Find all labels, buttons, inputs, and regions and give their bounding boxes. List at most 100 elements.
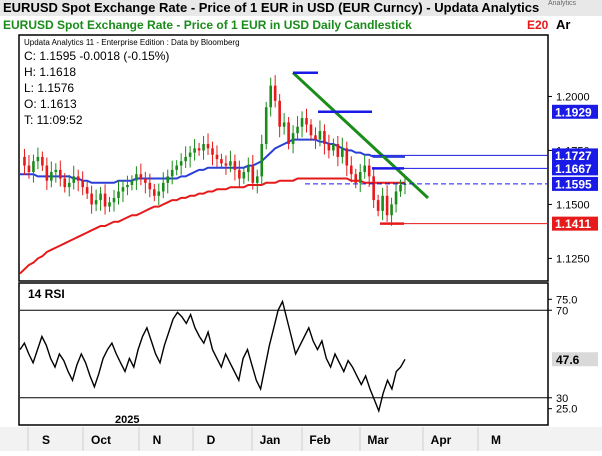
candle (135, 166, 138, 190)
candle (58, 160, 62, 187)
candle-body (233, 161, 237, 170)
axes: 1.20001.17501.15001.12501.19291.17271.16… (27, 91, 598, 451)
header-bar (0, 0, 602, 16)
candle-body (305, 118, 308, 125)
candle-body (278, 100, 281, 127)
candle (161, 172, 165, 199)
rsi-line (19, 299, 406, 414)
candle-body (161, 182, 165, 192)
candle (202, 135, 205, 160)
candle (354, 168, 358, 189)
candle (260, 134, 264, 185)
candle (345, 141, 349, 177)
low-readout: L: 1.1576 (24, 81, 74, 95)
candle-body (206, 143, 210, 149)
candle-body (229, 161, 232, 166)
candle (27, 154, 31, 179)
candle-body (341, 148, 344, 157)
candle-body (273, 85, 277, 101)
candle-body (385, 195, 389, 216)
price-tick-label: 1.2000 (556, 91, 590, 103)
candle-body (130, 180, 134, 185)
candle (72, 165, 76, 190)
candle (197, 142, 201, 156)
candle-body (390, 204, 393, 216)
rsi-current-label: 47.6 (556, 353, 580, 367)
candle-body (282, 122, 286, 127)
candle (112, 189, 116, 212)
x-tick-label: Feb (309, 433, 330, 447)
candle (99, 186, 102, 211)
candle (148, 173, 152, 198)
candle-body (67, 182, 71, 188)
close-readout: C: 1.1595 -0.0018 (-0.15%) (24, 49, 169, 63)
candle-body (323, 131, 326, 144)
candle (376, 194, 380, 217)
candle-body (354, 174, 358, 183)
candle (90, 185, 93, 214)
rsi-title: 14 RSI (28, 287, 65, 301)
candle (269, 77, 272, 117)
candle (242, 166, 246, 184)
candle-body (403, 183, 407, 185)
candle-body (63, 178, 67, 188)
candle-body (99, 193, 102, 201)
candle-body (242, 172, 246, 179)
candle (282, 113, 286, 135)
candle-body (309, 124, 313, 136)
candle (67, 174, 71, 197)
candle (336, 135, 340, 167)
moving-average-red (19, 177, 405, 275)
x-tick-label: Oct (91, 433, 111, 447)
candle (381, 187, 384, 221)
candle (144, 171, 147, 194)
candle-body (318, 131, 322, 140)
candle (215, 145, 219, 168)
data-source-text: Updata Analytics 11 - Enterprise Edition… (24, 38, 240, 47)
time-axis-bar (0, 427, 602, 451)
year-label: 2025 (115, 414, 139, 426)
window-title: EURUSD Spot Exchange Rate - Price of 1 E… (3, 0, 539, 15)
candle-body (166, 176, 170, 183)
candle (238, 160, 241, 187)
candle-body (314, 135, 317, 140)
candle (153, 183, 156, 202)
candle-body (363, 165, 367, 173)
candle-body (193, 148, 196, 153)
candle (341, 137, 344, 164)
candle-body (358, 172, 362, 183)
candle-body (211, 148, 214, 155)
high-readout: H: 1.1618 (24, 65, 76, 79)
candle-body (220, 159, 223, 164)
candle (81, 171, 84, 196)
candle-body (197, 148, 201, 151)
candle (130, 175, 134, 191)
candle-body (381, 195, 384, 211)
candle (229, 150, 232, 173)
candle-body (54, 169, 58, 173)
rsi-tick-label: 70 (556, 305, 568, 317)
candle-body (36, 156, 40, 162)
candle (85, 181, 89, 200)
x-tick-label: Mar (367, 433, 389, 447)
candle (175, 160, 178, 176)
level-label-box (552, 104, 598, 119)
candle (287, 116, 290, 150)
candle (50, 161, 53, 188)
candle-body (332, 143, 335, 151)
price-panel (18, 34, 549, 282)
level-label: 1.1411 (555, 217, 591, 231)
candle (76, 169, 80, 192)
candle (273, 75, 277, 108)
candle-body (188, 152, 192, 157)
candle (41, 151, 44, 171)
candle-body (58, 169, 62, 179)
time-readout: T: 11:09:52 (24, 113, 83, 127)
candle (390, 197, 393, 226)
candle (251, 154, 255, 190)
candle (211, 141, 214, 166)
candle-body (224, 163, 228, 166)
candle-body (345, 148, 349, 166)
candle (233, 154, 237, 181)
